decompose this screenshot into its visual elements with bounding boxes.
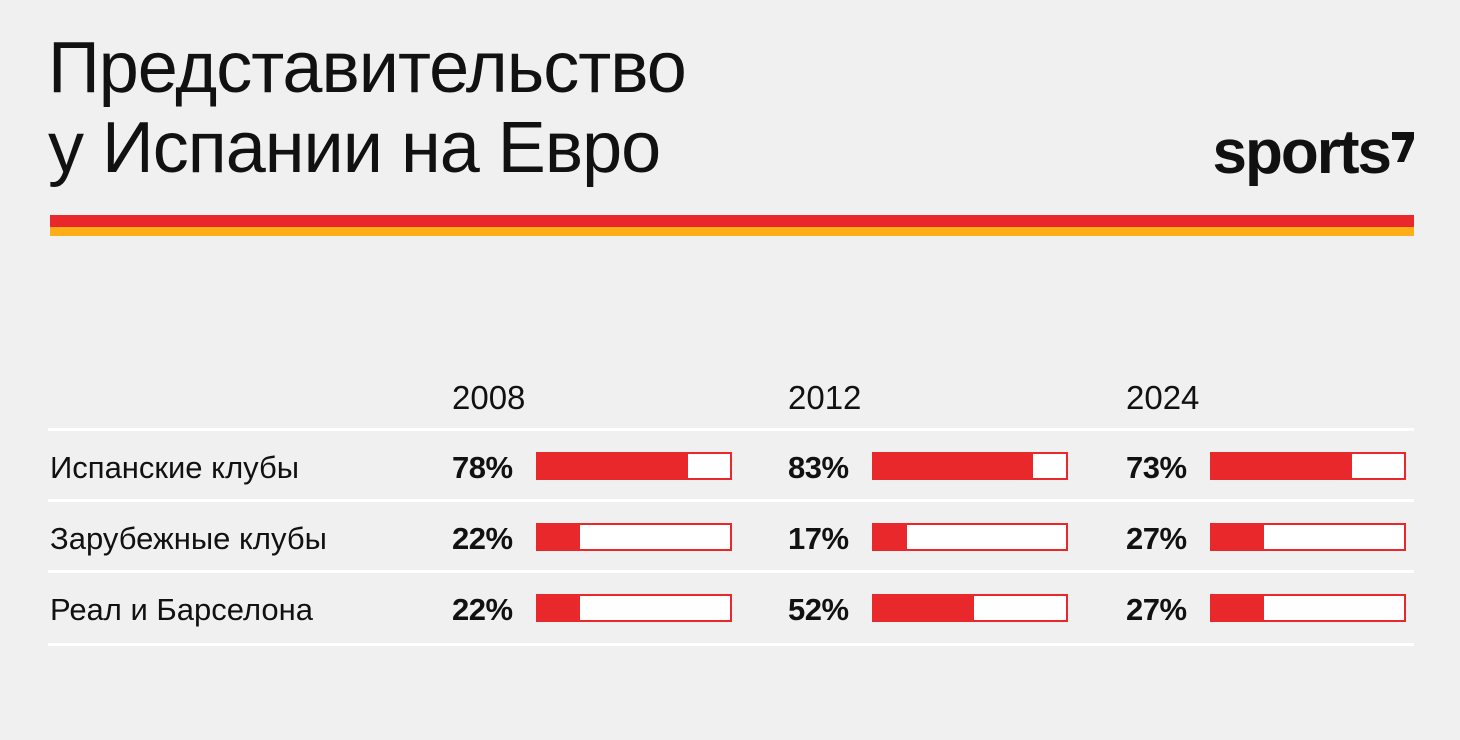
percentage-label: 52% [788, 592, 849, 627]
bar-track [872, 523, 1068, 551]
bar-track [1210, 452, 1406, 480]
chart-title: Представительство у Испании на Евро [48, 28, 687, 188]
percentage-label: 27% [1126, 521, 1187, 556]
chart-title-line-2: у Испании на Евро [48, 108, 661, 188]
bar-track [1210, 523, 1406, 551]
bar [874, 525, 907, 549]
column-header-2024: 2024 [1126, 379, 1200, 416]
bar-track [872, 594, 1068, 622]
row-separator [48, 643, 1414, 646]
bar [538, 596, 581, 620]
bar [1212, 596, 1264, 620]
percentage-label: 78% [452, 450, 513, 485]
stripe-red [50, 215, 1414, 227]
column-header-2012: 2012 [788, 379, 862, 416]
bar-track [1210, 594, 1406, 622]
row-separator [48, 570, 1414, 573]
row-separator [48, 499, 1414, 502]
bar-track [536, 452, 732, 480]
sports-logo: sports [1213, 118, 1414, 188]
percentage-label: 17% [788, 521, 849, 556]
bar [1212, 525, 1264, 549]
percentage-label: 22% [452, 521, 513, 556]
bar [538, 525, 581, 549]
row-separator [48, 428, 1414, 431]
bar-track [872, 452, 1068, 480]
percentage-label: 83% [788, 450, 849, 485]
percentage-label: 22% [452, 592, 513, 627]
percentage-label: 27% [1126, 592, 1187, 627]
bar [1212, 454, 1353, 478]
bar-track [536, 523, 732, 551]
row-label: Испанские клубы [50, 450, 300, 485]
bar [538, 454, 688, 478]
sports-logo-text: sports [1212, 118, 1392, 187]
column-header-2008: 2008 [452, 379, 526, 416]
chart-title-line-1: Представительство [48, 28, 687, 108]
row-label: Реал и Барселона [50, 592, 314, 627]
bar [874, 596, 974, 620]
row-label: Зарубежные клубы [50, 521, 327, 556]
percentage-label: 73% [1126, 450, 1187, 485]
bar-track [536, 594, 732, 622]
bar [874, 454, 1034, 478]
stripe-orange [50, 227, 1414, 236]
slash-mark-icon [1392, 132, 1414, 162]
